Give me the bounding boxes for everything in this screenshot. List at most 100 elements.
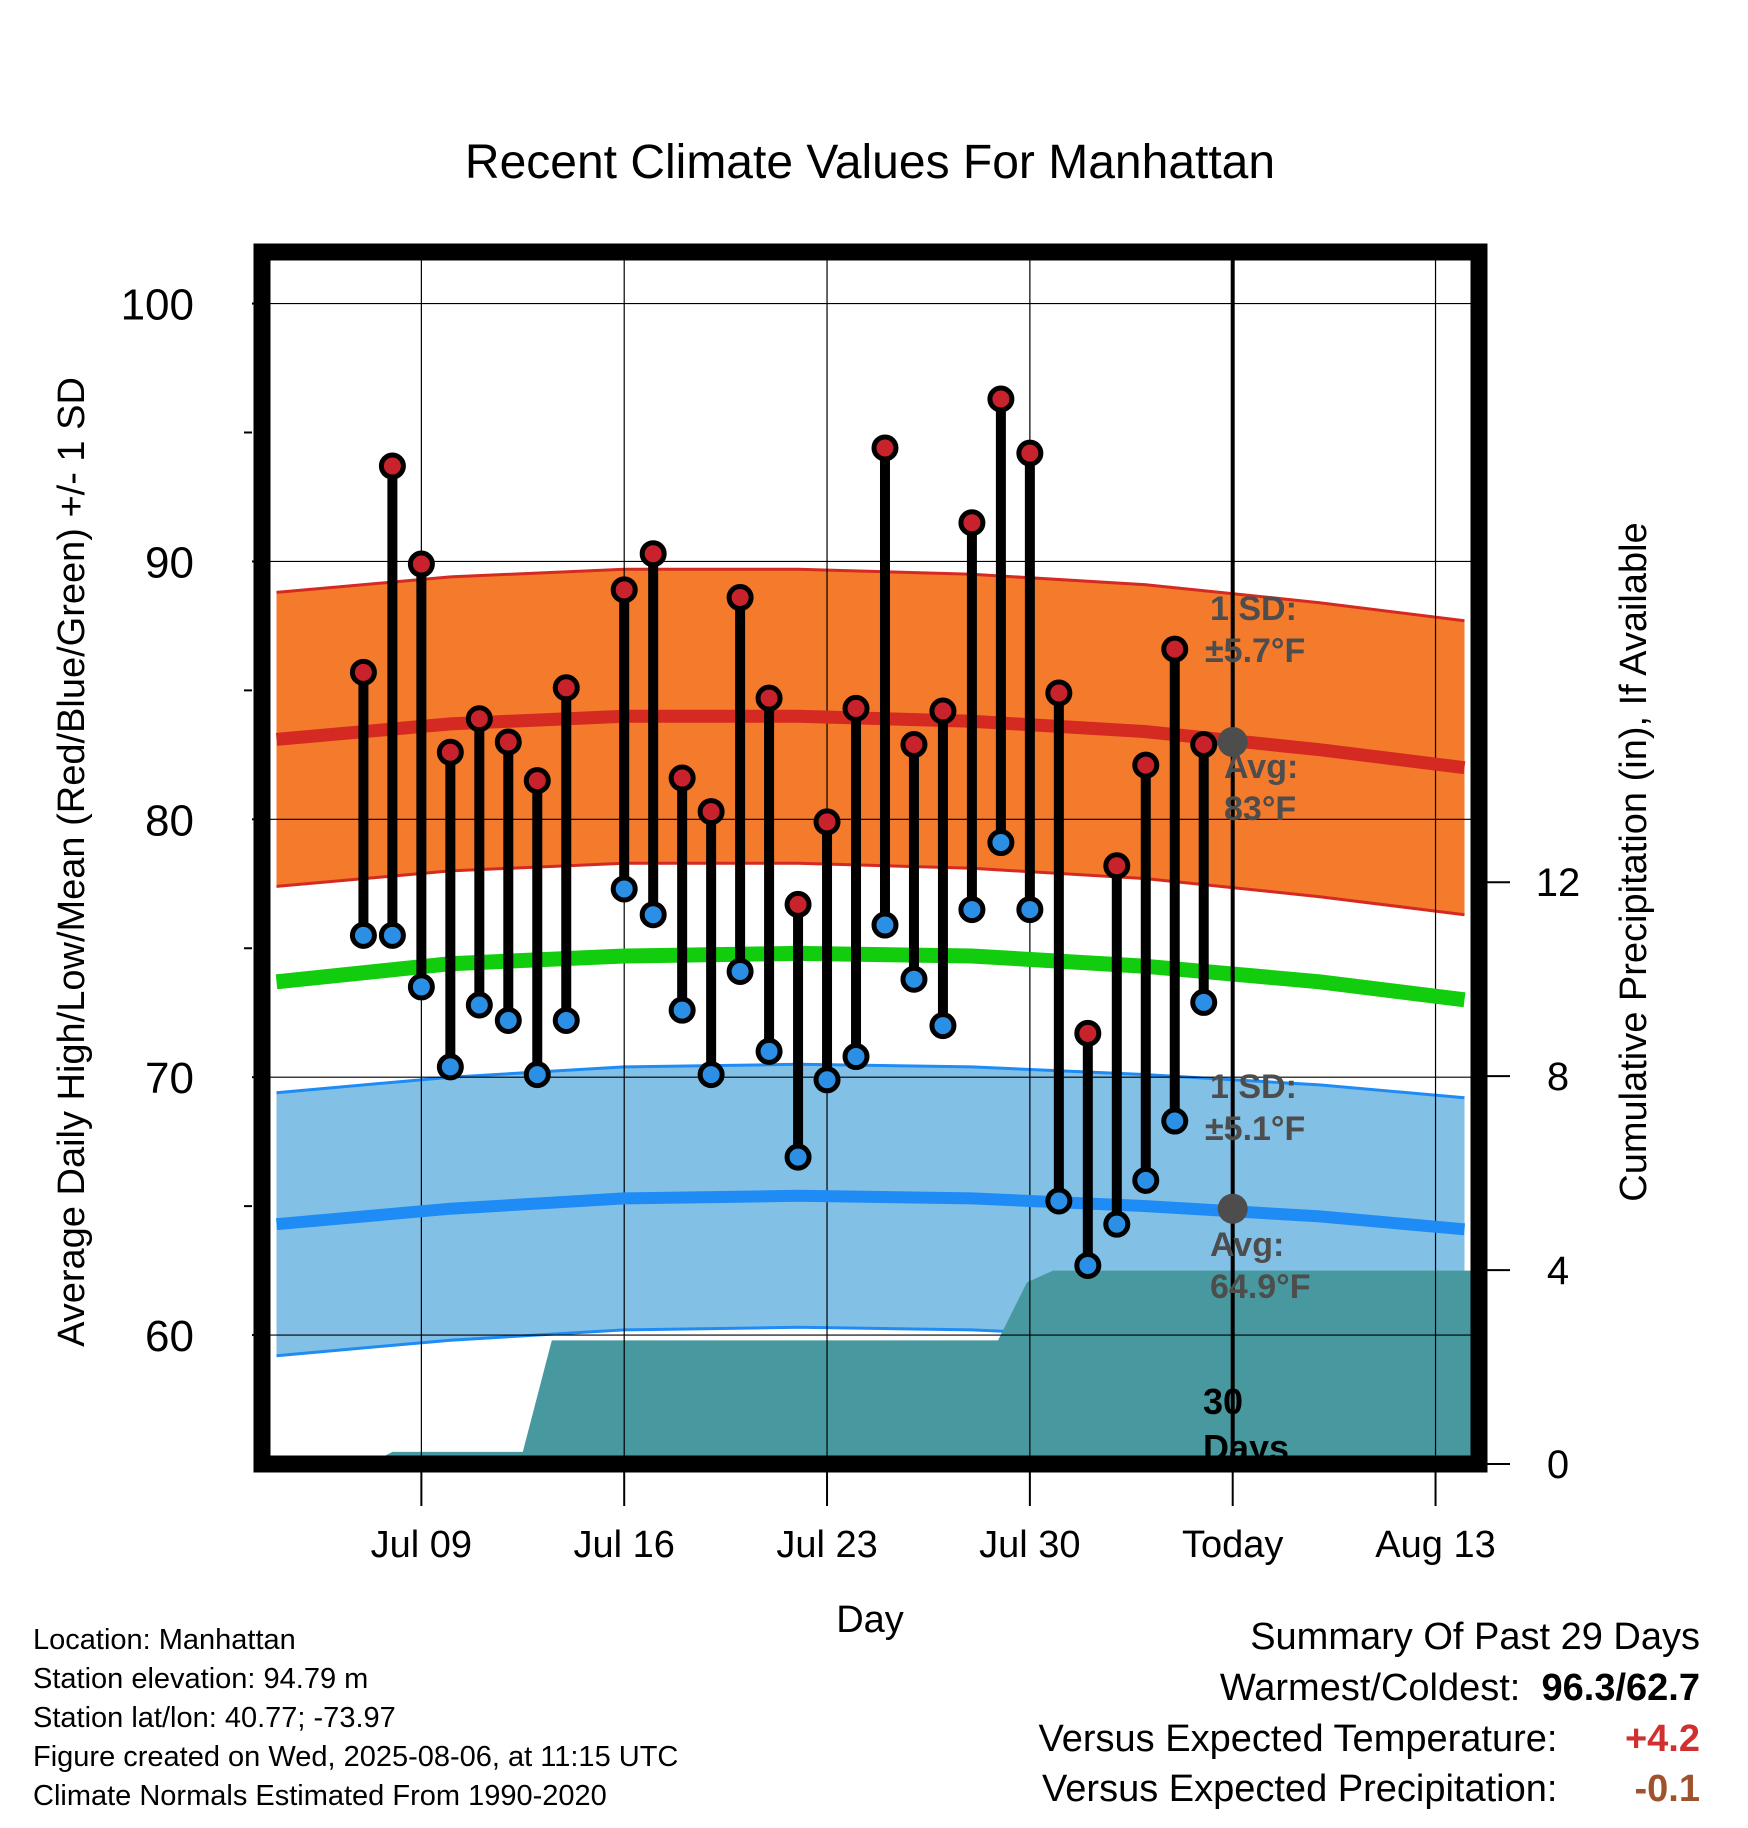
daily-low-point	[610, 875, 638, 903]
daily-low-point	[842, 1043, 870, 1071]
info-created: Figure created on Wed, 2025-08-06, at 11…	[33, 1741, 679, 1773]
summary-title: Summary Of Past 29 Days	[1250, 1616, 1700, 1658]
daily-low-point	[1132, 1166, 1160, 1194]
daily-high-point	[697, 798, 725, 826]
daily-low-point	[755, 1037, 783, 1065]
high-sd-label: 1 SD:	[1210, 590, 1297, 628]
daily-high-point	[1161, 635, 1189, 663]
daily-high-point	[523, 767, 551, 795]
x-tick-label: Jul 09	[371, 1524, 472, 1566]
precip-label: Versus Expected Precipitation:	[1042, 1768, 1558, 1810]
daily-low-point	[871, 911, 899, 939]
station-info: Location: Manhattan Station elevation: 9…	[33, 1621, 678, 1816]
y2-tick-label: 8	[1547, 1055, 1569, 1099]
info-location: Location: Manhattan	[33, 1624, 296, 1656]
daily-high-point	[378, 452, 406, 480]
y-tick-label: 80	[145, 796, 194, 845]
precip-value: -0.1	[1634, 1768, 1700, 1810]
daily-high-point	[958, 509, 986, 537]
daily-low-point	[552, 1006, 580, 1034]
daily-low-point	[900, 965, 928, 993]
daily-low-point	[1190, 988, 1218, 1016]
daily-low-point	[1045, 1187, 1073, 1215]
high-avg-label: Avg:	[1224, 748, 1298, 786]
low-sd-label: 1 SD:	[1210, 1068, 1297, 1106]
y-axis-label: Average Daily High/Low/Mean (Red/Blue/Gr…	[51, 377, 93, 1347]
daily-low-point	[494, 1006, 522, 1034]
daily-low-point	[1016, 896, 1044, 924]
daily-high-point	[929, 697, 957, 725]
daily-low-point	[784, 1143, 812, 1171]
daily-low-point	[668, 996, 696, 1024]
daily-low-point	[436, 1053, 464, 1081]
daily-high-point	[987, 385, 1015, 413]
daily-high-point	[1190, 731, 1218, 759]
x-tick-label: Jul 16	[573, 1524, 674, 1566]
info-latlon: Station lat/lon: 40.77; -73.97	[33, 1702, 396, 1734]
y2-axis-label: Cumulative Precipitation (in), If Availa…	[1613, 522, 1655, 1201]
low-sd-value: ±5.1°F	[1205, 1110, 1305, 1148]
daily-low-point	[987, 829, 1015, 857]
y-tick-label: 90	[145, 538, 194, 587]
today-high-avg-marker	[1217, 726, 1248, 757]
daily-high-point	[610, 576, 638, 604]
y2-tick-label: 4	[1547, 1249, 1569, 1293]
daily-low-point	[1103, 1210, 1131, 1238]
daily-low-point	[958, 896, 986, 924]
warm-cold-label: Warmest/Coldest:	[1219, 1667, 1521, 1709]
warmest-value: 96.3	[1541, 1667, 1616, 1709]
daily-low-point	[929, 1012, 957, 1040]
daily-low-point	[523, 1061, 551, 1089]
daily-high-point	[668, 764, 696, 792]
daily-high-point	[784, 890, 812, 918]
x-tick-label: Jul 23	[776, 1524, 877, 1566]
daily-high-point	[900, 731, 928, 759]
info-normals: Climate Normals Estimated From 1990-2020	[33, 1780, 607, 1812]
daily-high-point	[494, 728, 522, 756]
daily-high-point	[755, 684, 783, 712]
daily-low-point	[1161, 1107, 1189, 1135]
low-avg-value: 64.9°F	[1210, 1268, 1311, 1306]
x-axis-label: Day	[836, 1599, 904, 1641]
daily-low-point	[697, 1061, 725, 1089]
daily-high-point	[1074, 1019, 1102, 1047]
today-low-avg-marker	[1217, 1193, 1248, 1224]
chart-title: Recent Climate Values For Manhattan	[465, 136, 1275, 189]
precip-area	[262, 1270, 1479, 1464]
summary-warm-cold: Warmest/Coldest: 96.3/62.7	[1219, 1667, 1700, 1709]
daily-high-point	[349, 658, 377, 686]
daily-high-point	[436, 738, 464, 766]
low-avg-label: Avg:	[1210, 1226, 1284, 1264]
daily-low-point	[1074, 1251, 1102, 1279]
plot-frame	[253, 243, 1488, 1473]
daily-high-point	[465, 705, 493, 733]
y-tick-label: 60	[145, 1312, 194, 1361]
y2-tick-label: 12	[1536, 861, 1581, 905]
daily-high-point	[1016, 439, 1044, 467]
daily-high-point	[639, 540, 667, 568]
x-tick-label: Jul 30	[979, 1524, 1080, 1566]
info-elevation: Station elevation: 94.79 m	[33, 1663, 369, 1695]
temp-value: +4.2	[1624, 1718, 1700, 1760]
daily-high-point	[1103, 852, 1131, 880]
x-tick-label: Today	[1182, 1524, 1283, 1566]
low-avg-line	[275, 1189, 1466, 1236]
days-number: 30	[1203, 1381, 1243, 1422]
y-tick-label: 100	[121, 281, 194, 330]
summary-precip: Versus Expected Precipitation: -0.1	[1042, 1768, 1700, 1811]
high-sd-value: ±5.7°F	[1205, 632, 1305, 670]
daily-low-point	[726, 957, 754, 985]
summary-temp: Versus Expected Temperature: +4.2	[1039, 1718, 1700, 1761]
high-avg-value: 83°F	[1224, 790, 1296, 828]
x-tick-label: Aug 13	[1375, 1524, 1495, 1566]
low-sd-upper-edge	[276, 1062, 1465, 1100]
y-tick-label: 70	[145, 1054, 194, 1103]
daily-low-point	[407, 973, 435, 1001]
y2-tick-label: 0	[1547, 1443, 1569, 1487]
daily-low-point	[465, 991, 493, 1019]
daily-high-point	[871, 434, 899, 462]
daily-high-point	[813, 808, 841, 836]
daily-low-point	[813, 1066, 841, 1094]
daily-low-point	[639, 901, 667, 929]
